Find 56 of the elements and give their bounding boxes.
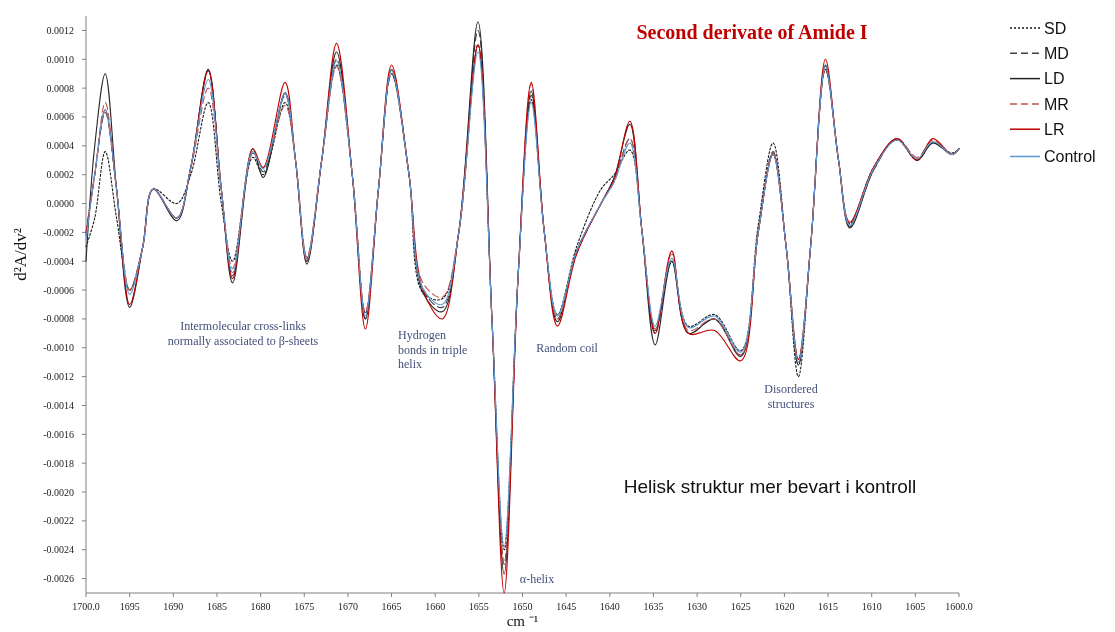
chart-title: Second derivate of Amide I — [636, 21, 868, 43]
y-tick-label: 0.0012 — [46, 24, 74, 36]
y-tick-label: -0.0022 — [43, 515, 74, 527]
y-tick-label: -0.0018 — [43, 457, 74, 469]
legend-label: LR — [1044, 120, 1065, 138]
x-tick-label: 1655 — [468, 601, 489, 612]
annotation: α-helix — [519, 572, 555, 586]
x-tick-label: 1680 — [250, 601, 271, 612]
y-tick-label: 0.0010 — [46, 53, 74, 65]
y-tick-label: -0.0010 — [43, 342, 74, 354]
x-tick-label: 1615 — [818, 601, 839, 612]
y-tick-label: 0.0000 — [46, 198, 74, 210]
x-tick-label: 1635 — [643, 601, 664, 612]
y-tick-label: 0.0006 — [46, 111, 74, 123]
y-tick-label: -0.0016 — [43, 428, 74, 440]
x-tick-label: 1645 — [556, 601, 577, 612]
annotation: Random coil — [536, 341, 599, 355]
y-tick-label: -0.0012 — [43, 371, 74, 383]
y-tick-label: -0.0008 — [43, 313, 74, 325]
x-tick-label: 1675 — [294, 601, 315, 612]
x-tick-label: 1620 — [774, 601, 795, 612]
y-tick-label: 0.0004 — [46, 140, 74, 152]
legend-label: MR — [1044, 95, 1069, 113]
x-tick-label: 1650 — [512, 601, 533, 612]
y-tick-label: -0.0002 — [43, 226, 74, 238]
x-tick-label: 1695 — [119, 601, 140, 612]
y-tick-label: -0.0020 — [43, 486, 74, 498]
x-tick-label: 1690 — [163, 601, 184, 612]
x-tick-label: 1625 — [730, 601, 751, 612]
x-axis-title: cm ⁻¹ — [506, 613, 539, 629]
x-tick-label: 1630 — [687, 601, 708, 612]
annotation: Hydrogen bonds in triple helix — [398, 328, 468, 371]
annotation: Intermolecular cross-links normally associated to β-sheets — [167, 319, 319, 348]
legend-label: LD — [1044, 70, 1065, 88]
y-tick-label: -0.0004 — [43, 255, 74, 267]
x-tick-label: 1640 — [599, 601, 620, 612]
y-axis-title: d²A/dv² — [11, 228, 30, 281]
y-tick-label: 0.0008 — [46, 82, 74, 94]
x-tick-label: 1670 — [337, 601, 358, 612]
y-tick-label: -0.0024 — [43, 544, 74, 556]
x-tick-label: 1665 — [381, 601, 402, 612]
annotation: Helisk struktur mer bevart i kontroll — [623, 476, 917, 497]
legend-label: MD — [1044, 44, 1069, 62]
x-tick-label: 1685 — [206, 601, 227, 612]
annotation: Disordered structures — [764, 382, 818, 411]
y-tick-label: -0.0006 — [43, 284, 74, 296]
y-tick-label: -0.0026 — [43, 573, 74, 585]
x-tick-label: 1610 — [861, 601, 882, 612]
x-tick-label: 1605 — [905, 601, 926, 612]
x-tick-label: 1700.0 — [72, 601, 100, 612]
legend-label: SD — [1044, 19, 1067, 37]
x-tick-label: 1600.0 — [945, 601, 973, 612]
y-tick-label: -0.0014 — [43, 399, 74, 411]
y-tick-label: 0.0002 — [46, 169, 74, 181]
x-tick-label: 1660 — [425, 601, 446, 612]
legend-label: Control — [1044, 148, 1096, 166]
